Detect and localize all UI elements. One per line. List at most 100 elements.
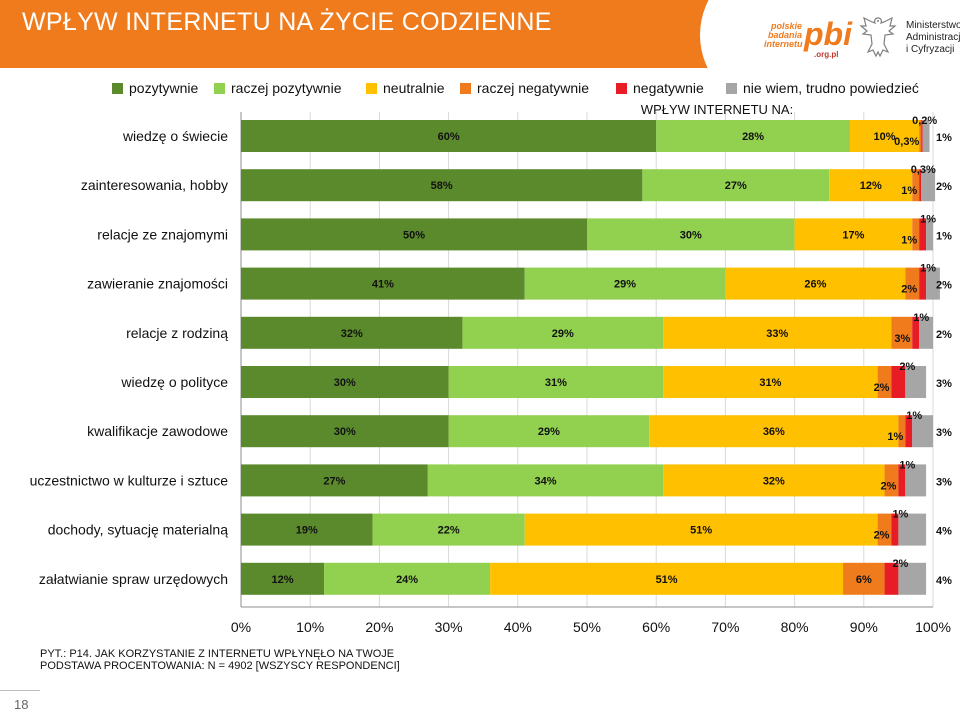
legend-item: negatywnie xyxy=(616,80,704,96)
data-label: 50% xyxy=(403,229,425,241)
data-label: 32% xyxy=(763,475,785,487)
legend-label: neutralnie xyxy=(383,80,445,96)
bar-segment xyxy=(642,169,830,202)
data-label: 29% xyxy=(614,279,636,291)
ministry-line: i Cyfryzacji xyxy=(906,44,955,55)
bar-segment xyxy=(905,366,927,398)
legend-item: neutralnie xyxy=(366,80,445,96)
bar-segment xyxy=(919,120,922,152)
legend-item: nie wiem, trudno powiedzieć xyxy=(726,80,919,96)
bar-segment xyxy=(891,366,906,398)
title-band xyxy=(0,0,770,68)
pbi-logo: polskie badania internetu pbi .org.pl xyxy=(764,16,856,62)
data-label: 51% xyxy=(690,525,712,537)
bar-segment xyxy=(241,464,428,497)
category-label: relacje ze znajomymi xyxy=(97,226,228,242)
bar-segment xyxy=(926,267,940,300)
data-label: 1% xyxy=(892,509,908,521)
bar-segment xyxy=(898,513,927,546)
bar-segment xyxy=(919,267,927,300)
data-label: 3% xyxy=(936,427,952,439)
data-label: 58% xyxy=(431,180,453,192)
data-label: 10% xyxy=(874,131,896,143)
data-label: 51% xyxy=(656,574,678,586)
data-label: 0,3% xyxy=(894,136,919,148)
pbi-logo-line: internetu xyxy=(764,39,803,49)
bar-segment xyxy=(884,464,899,497)
x-tick-label: 70% xyxy=(711,619,739,635)
data-label: 1% xyxy=(899,459,915,471)
data-label: 27% xyxy=(725,180,747,192)
bar-segment xyxy=(921,120,923,152)
data-label: 3% xyxy=(894,333,910,345)
data-label: 2% xyxy=(936,280,952,292)
data-label: 4% xyxy=(936,575,952,587)
bar-segment xyxy=(490,562,844,595)
bar-segment xyxy=(656,120,850,152)
x-tick-label: 90% xyxy=(850,619,878,635)
data-label: 2% xyxy=(874,382,890,394)
category-label: zawieranie znajomości xyxy=(87,276,228,292)
pbi-logo-line: badania xyxy=(767,30,802,40)
x-tick-label: 40% xyxy=(504,619,532,635)
bar-segment xyxy=(922,120,930,152)
header-area: WPŁYW INTERNETU NA ŻYCIE CODZIENNE polsk… xyxy=(0,0,960,110)
category-label: dochody, sytuację materialną xyxy=(48,522,228,538)
data-label: 1% xyxy=(906,410,922,422)
bar-segment xyxy=(891,513,899,546)
data-label: 41% xyxy=(372,279,394,291)
data-label: 36% xyxy=(763,426,785,438)
bar-segment xyxy=(241,316,463,349)
data-label: 33% xyxy=(766,328,788,340)
bar-segment xyxy=(919,218,927,251)
bar-segment xyxy=(926,218,933,251)
legend-swatch xyxy=(726,82,737,94)
legend-label: raczej pozytywnie xyxy=(231,80,342,96)
data-label: 0,2% xyxy=(912,115,937,127)
data-label: 12% xyxy=(272,574,294,586)
pbi-logo-subtitle: polskie badania internetu xyxy=(764,22,803,49)
legend-swatch xyxy=(616,82,627,94)
x-tick-label: 50% xyxy=(573,619,601,635)
bar-segment xyxy=(663,464,885,497)
bar-segment xyxy=(898,415,906,448)
data-label: 1% xyxy=(901,234,917,246)
page-number: 18 xyxy=(14,697,29,712)
category-label: relacje z rodziną xyxy=(126,325,228,341)
bar-segment xyxy=(912,316,920,349)
data-label: 1% xyxy=(913,312,929,324)
category-label: zainteresowania, hobby xyxy=(81,177,228,193)
bar-segment xyxy=(725,267,906,300)
legend-label: negatywnie xyxy=(633,80,704,96)
bar-segment xyxy=(877,366,892,398)
bar-segment xyxy=(241,267,525,300)
eagle-emblem-icon xyxy=(859,16,897,58)
data-label: 1% xyxy=(920,213,936,225)
legend-label: nie wiem, trudno powiedzieć xyxy=(743,80,919,96)
legend-swatch xyxy=(460,82,471,94)
data-label: 60% xyxy=(438,131,460,143)
pbi-logo-brand: pbi xyxy=(804,16,852,52)
bar-segment xyxy=(905,415,913,448)
category-label: załatwianie spraw urzędowych xyxy=(39,571,228,587)
bar-segment xyxy=(912,169,920,202)
data-label: 22% xyxy=(438,525,460,537)
data-label: 1% xyxy=(920,263,936,275)
bar-segment xyxy=(843,562,885,595)
bar-segment xyxy=(905,464,927,497)
data-label: 30% xyxy=(680,229,702,241)
data-label: 32% xyxy=(341,328,363,340)
bar-segment xyxy=(919,316,933,349)
data-label: 2% xyxy=(936,181,952,193)
bar-segment xyxy=(898,464,906,497)
data-label: 29% xyxy=(538,426,560,438)
footnote-base: PODSTAWA PROCENTOWANIA: N = 4902 [WSZYSC… xyxy=(40,660,400,672)
data-label: 3% xyxy=(936,378,952,390)
data-label: 1% xyxy=(936,230,952,242)
bar-segment xyxy=(241,513,373,546)
x-tick-label: 30% xyxy=(435,619,463,635)
data-label: 0,3% xyxy=(911,164,936,176)
x-tick-label: 60% xyxy=(642,619,670,635)
bar-segment xyxy=(829,169,913,202)
